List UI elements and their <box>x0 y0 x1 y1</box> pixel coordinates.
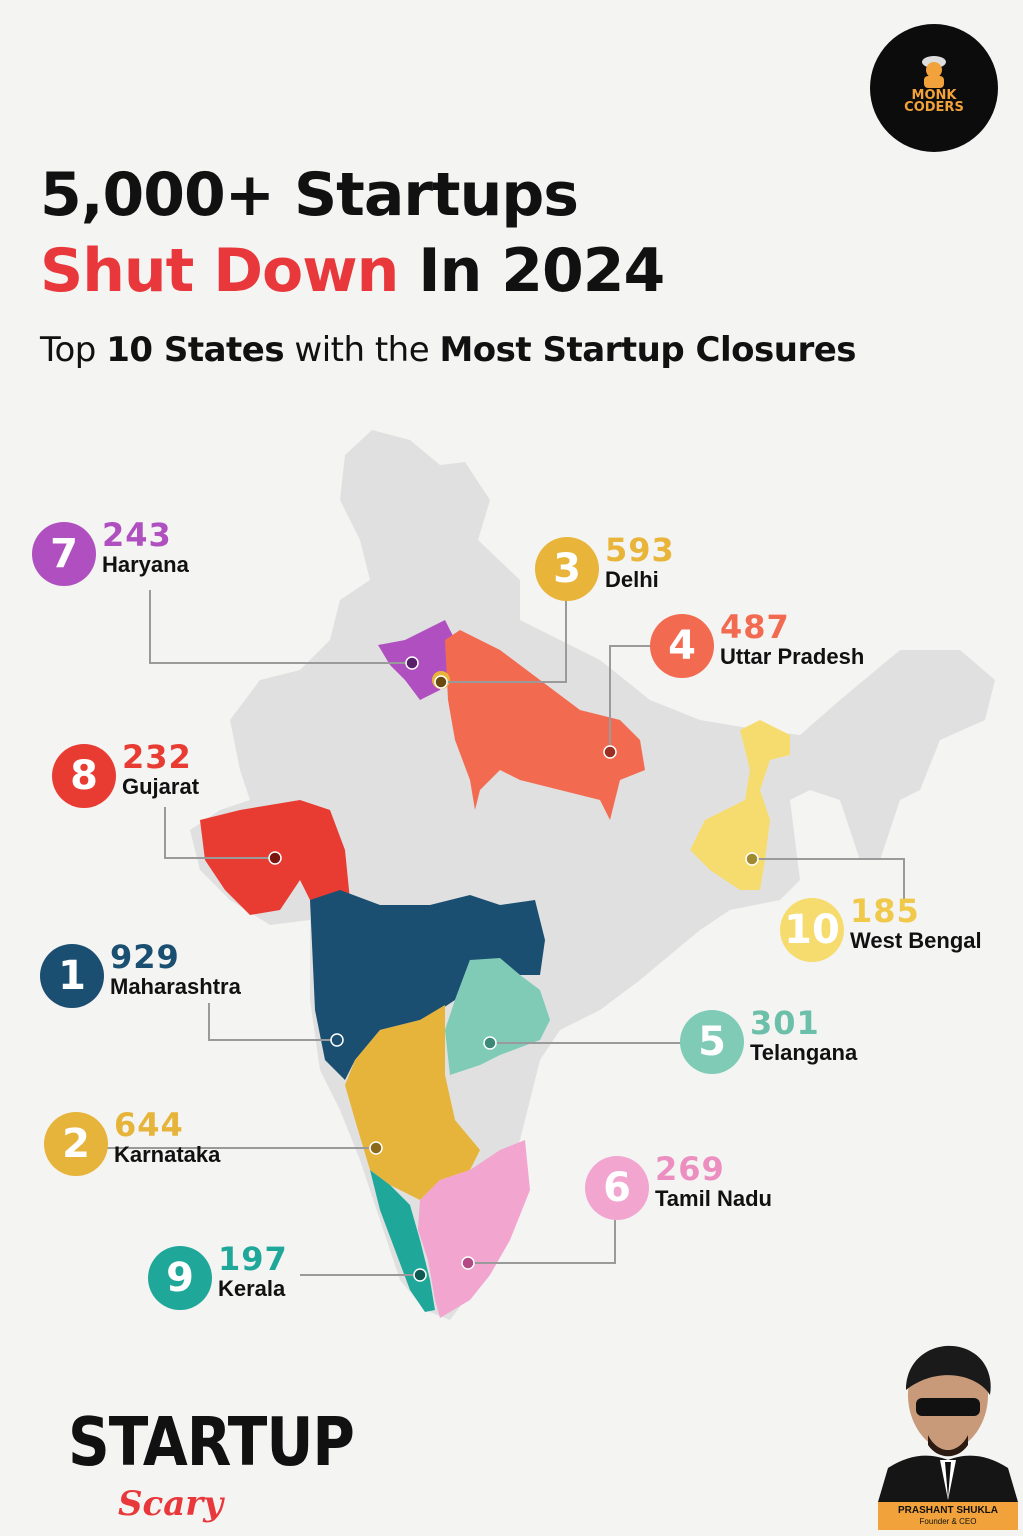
value-gujarat: 232 <box>122 738 192 776</box>
monk-coders-badge: MONK CODERS <box>870 24 998 152</box>
value-maharashtra: 929 <box>110 938 180 976</box>
telangana-region <box>445 958 550 1075</box>
label-maharashtra: Maharashtra <box>110 974 241 999</box>
value-tamil-nadu: 269 <box>655 1150 725 1188</box>
value-kerala: 197 <box>218 1240 288 1278</box>
founder-name: PRASHANT SHUKLA <box>898 1505 998 1516</box>
rank-badge-west-bengal: 10 <box>780 898 844 962</box>
rank-badge-telangana: 5 <box>680 1010 744 1074</box>
label-gujarat: Gujarat <box>122 774 200 799</box>
title-line1: 5,000+ Startups <box>40 160 579 230</box>
label-karnataka: Karnataka <box>114 1142 221 1167</box>
value-west-bengal: 185 <box>850 892 920 930</box>
label-west-bengal: West Bengal <box>850 928 982 953</box>
founder-card: PRASHANT SHUKLA Founder & CEO <box>878 1340 1018 1530</box>
label-telangana: Telangana <box>750 1040 858 1065</box>
rank-badge-haryana: 7 <box>32 522 96 586</box>
title-rest: In 2024 <box>398 236 665 306</box>
value-delhi: 593 <box>605 531 675 569</box>
badge-line1: MONK <box>911 88 957 103</box>
badge-line2: CODERS <box>904 100 964 115</box>
monk-icon <box>922 56 946 88</box>
label-uttar-pradesh: Uttar Pradesh <box>720 644 865 669</box>
rank-badge-tamil-nadu: 6 <box>585 1156 649 1220</box>
tamilnadu-region <box>418 1140 530 1318</box>
west-bengal-region <box>690 720 790 890</box>
value-karnataka: 644 <box>114 1106 184 1144</box>
uttar-pradesh-region <box>445 630 645 820</box>
value-telangana: 301 <box>750 1004 820 1042</box>
maharashtra-region <box>310 890 545 1080</box>
subtitle: Top 10 States with the Most Startup Clos… <box>40 330 857 370</box>
founder-plate: PRASHANT SHUKLA Founder & CEO <box>878 1502 1018 1530</box>
scary-logo-text: Scary <box>118 1484 223 1524</box>
value-uttar-pradesh: 487 <box>720 608 790 646</box>
rank-badge-delhi: 3 <box>535 537 599 601</box>
rank-badge-gujarat: 8 <box>52 744 116 808</box>
label-tamil-nadu: Tamil Nadu <box>655 1186 772 1211</box>
state-markers <box>268 656 759 1282</box>
title-line2: Shut Down In 2024 <box>40 236 665 306</box>
rank-badge-karnataka: 2 <box>44 1112 108 1176</box>
rank-badge-maharashtra: 1 <box>40 944 104 1008</box>
rank-badge-kerala: 9 <box>148 1246 212 1310</box>
founder-role: Founder & CEO <box>919 1517 977 1526</box>
label-delhi: Delhi <box>605 567 659 592</box>
startup-scary-logo: STARTUP <box>68 1402 355 1482</box>
title-highlight: Shut Down <box>40 236 399 306</box>
value-haryana: 243 <box>102 516 172 554</box>
rank-badge-uttar-pradesh: 4 <box>650 614 714 678</box>
label-haryana: Haryana <box>102 552 189 577</box>
leader-lines <box>107 590 905 1276</box>
label-kerala: Kerala <box>218 1276 286 1301</box>
founder-avatar <box>878 1345 1018 1502</box>
